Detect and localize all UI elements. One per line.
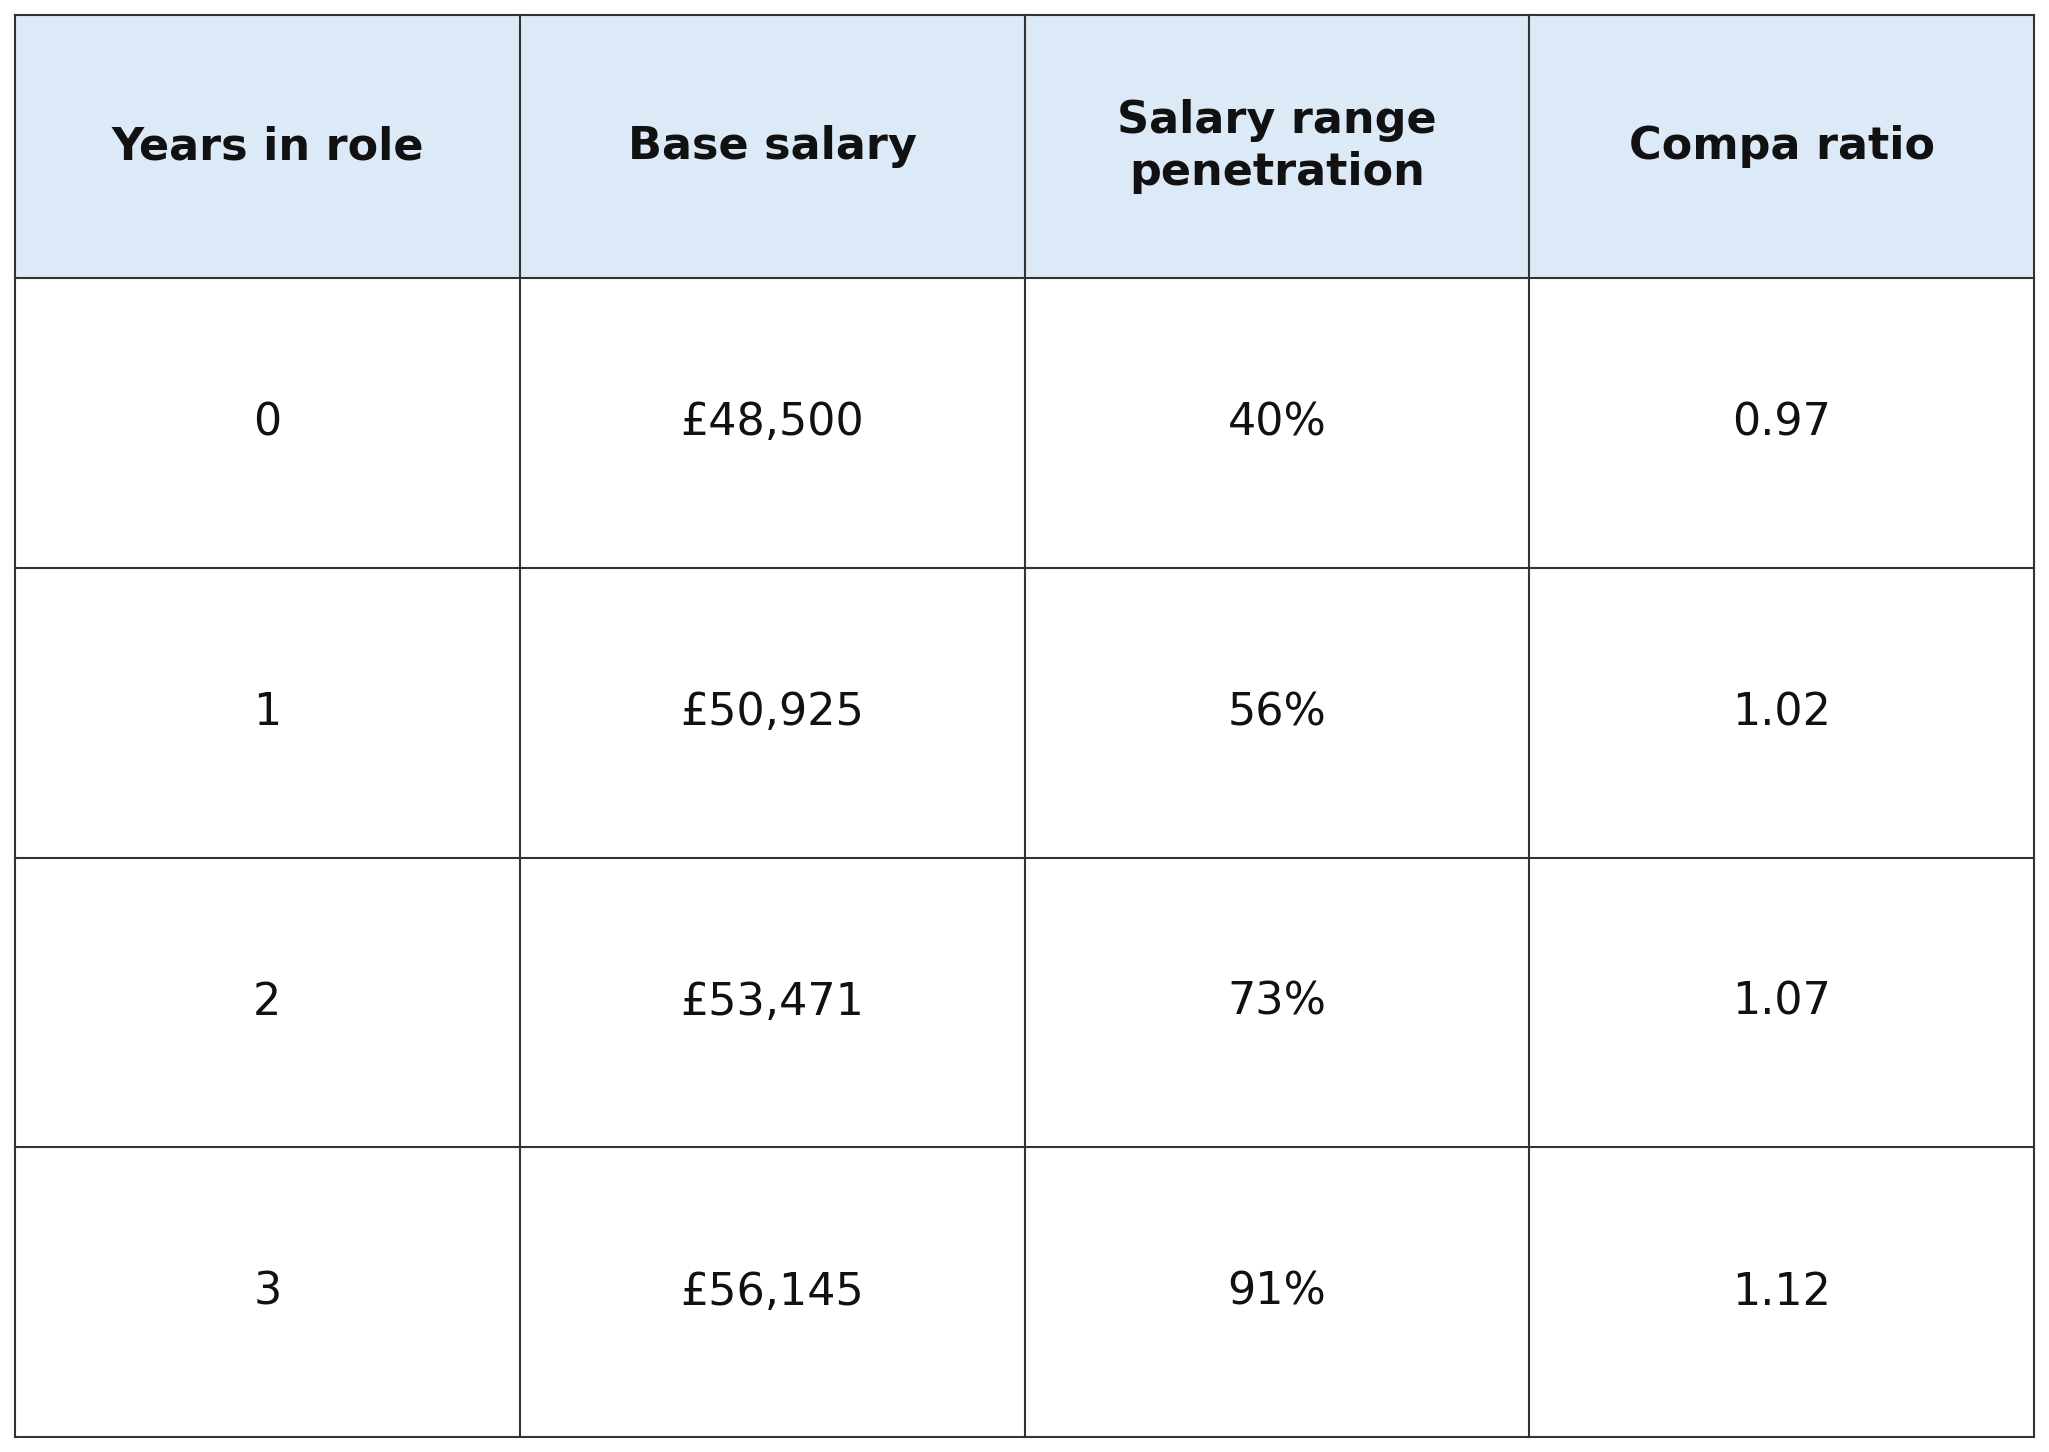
Text: 91%: 91% [1227,1270,1326,1314]
Text: £53,471: £53,471 [680,982,865,1024]
Bar [1024,1147,1529,1437]
Bar [520,1147,1024,1437]
Bar [1024,279,1529,568]
Bar [1024,858,1529,1147]
Bar [520,279,1024,568]
Bar [14,15,520,279]
Bar [1529,1147,2035,1437]
Text: 2: 2 [254,982,281,1024]
Bar [1024,568,1529,858]
Text: 40%: 40% [1227,401,1326,444]
Bar [1529,15,2035,279]
Text: Years in role: Years in role [111,125,424,168]
Bar [520,15,1024,279]
Text: 0: 0 [254,401,281,444]
Text: £56,145: £56,145 [680,1270,865,1314]
Bar [520,568,1024,858]
Text: Base salary: Base salary [627,125,916,168]
Bar [14,568,520,858]
Text: 1: 1 [254,691,281,735]
Text: 1.02: 1.02 [1731,691,1832,735]
Text: 1.07: 1.07 [1731,982,1832,1024]
Bar [1024,15,1529,279]
Bar [14,1147,520,1437]
Text: Salary range
penetration: Salary range penetration [1117,99,1436,193]
Text: £48,500: £48,500 [680,401,865,444]
Bar [1529,568,2035,858]
Bar [1529,858,2035,1147]
Text: 1.12: 1.12 [1731,1270,1832,1314]
Bar [14,858,520,1147]
Text: £50,925: £50,925 [680,691,865,735]
Bar [520,858,1024,1147]
Text: Compa ratio: Compa ratio [1629,125,1934,168]
Text: 56%: 56% [1227,691,1326,735]
Bar [14,279,520,568]
Text: 0.97: 0.97 [1731,401,1832,444]
Text: 73%: 73% [1227,982,1326,1024]
Text: 3: 3 [254,1270,281,1314]
Bar [1529,279,2035,568]
